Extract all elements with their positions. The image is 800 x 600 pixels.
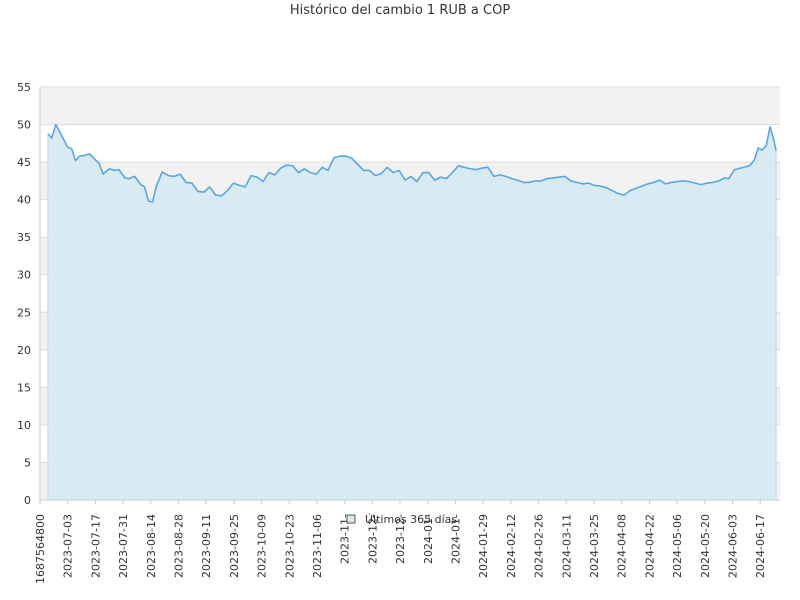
y-tick-label: 30 <box>17 269 31 282</box>
x-tick-label: 2023-08-14 <box>145 514 158 578</box>
x-tick-label: 2024-05-20 <box>699 514 712 578</box>
x-tick-label: 2023-12- <box>394 514 407 564</box>
y-tick-label: 15 <box>17 381 31 394</box>
x-tick-label: 2023-10-23 <box>283 514 296 578</box>
y-tick-label: 20 <box>17 344 31 357</box>
x-tick-label: 2023-07-17 <box>89 514 102 578</box>
series-area <box>47 124 777 500</box>
x-tick-label: 2023-11- <box>339 514 352 564</box>
x-tick-label: 2023-09-25 <box>228 514 241 578</box>
x-tick-label: 2023-09-11 <box>200 514 213 578</box>
legend-label[interactable]: Últimos 365 días <box>365 513 457 526</box>
y-tick-label: 45 <box>17 156 31 169</box>
area-layer <box>47 123 777 500</box>
x-tick-label: 2023-11-06 <box>311 514 324 578</box>
y-tick-label: 35 <box>17 231 31 244</box>
x-tick-label: 2024-06-03 <box>727 514 740 578</box>
y-tick-label: 50 <box>17 119 31 132</box>
y-tick-label: 25 <box>17 306 31 319</box>
x-tick-label: 2023-07-03 <box>62 514 75 578</box>
x-tick-label: 2024-06-17 <box>754 514 767 578</box>
x-tick-label: 2024-05-06 <box>671 514 684 578</box>
x-tick-label: 1687564800 <box>34 514 47 584</box>
x-tick-label: 2024-02-12 <box>505 514 518 578</box>
y-tick-label: 55 <box>17 81 31 94</box>
y-axis-ticks: 0 5 10 15 20 25 30 35 40 45 50 55 <box>17 81 31 507</box>
y-tick-label: 10 <box>17 419 31 432</box>
x-tick-label: 2023-07-31 <box>117 514 130 578</box>
y-tick-label: 40 <box>17 194 31 207</box>
x-tick-label: 2023-08-28 <box>173 514 186 578</box>
x-tick-label: 2024-02-26 <box>533 514 546 578</box>
legend[interactable]: Últimos 365 días <box>346 513 457 526</box>
x-tick-label: 2024-03-11 <box>560 514 573 578</box>
x-tick-label: 2024-01- <box>450 514 463 564</box>
x-tick-label: 2023-10-09 <box>256 514 269 578</box>
x-tick-label: 2024-04-22 <box>643 514 656 578</box>
y-tick-label: 0 <box>24 494 31 507</box>
chart-title: Histórico del cambio 1 RUB a COP <box>289 3 511 18</box>
y-tick-label: 5 <box>24 456 31 469</box>
series-line[interactable] <box>47 123 777 203</box>
legend-swatch[interactable] <box>346 514 356 524</box>
grid-band <box>40 87 780 125</box>
x-axis-ticks: 1687564800 2023-07-03 2023-07-17 2023-07-31… <box>34 500 767 584</box>
x-tick-label: 2024-03-25 <box>588 514 601 578</box>
axes <box>39 87 780 501</box>
x-tick-label: 2024-01- <box>422 514 435 564</box>
x-tick-label: 2024-01-29 <box>477 514 490 578</box>
x-tick-label: 2024-04-08 <box>616 514 629 578</box>
x-tick-label: 2023-12- <box>366 514 379 564</box>
